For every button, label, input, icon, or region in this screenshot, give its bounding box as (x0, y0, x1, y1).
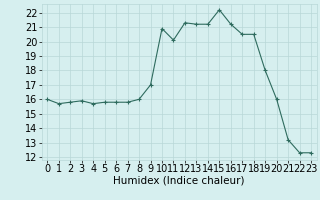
X-axis label: Humidex (Indice chaleur): Humidex (Indice chaleur) (114, 176, 245, 186)
